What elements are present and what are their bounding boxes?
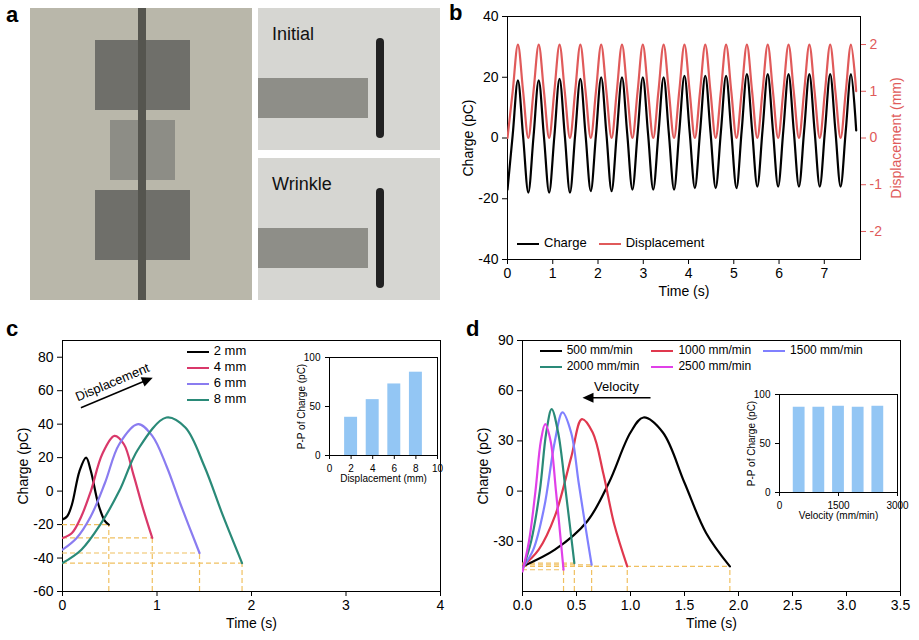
html-text:2 mm: 2 mm (213, 343, 247, 358)
svg-text:Velocity: Velocity (594, 379, 639, 394)
svg-text:0.0: 0.0 (513, 597, 533, 613)
svg-text:90: 90 (498, 332, 514, 348)
html-text:1000 mm/min: 1000 mm/min (678, 343, 752, 357)
html-text:1500 mm/min: 1500 mm/min (790, 343, 863, 357)
svg-text:P-P of Charge (pC): P-P of Charge (pC) (296, 364, 307, 449)
svg-text:0: 0 (491, 129, 499, 145)
svg-text:0: 0 (870, 129, 878, 145)
svg-text:Time (s): Time (s) (226, 615, 277, 631)
html-text:500 mm/min: 500 mm/min (566, 343, 633, 357)
svg-text:4: 4 (685, 265, 693, 281)
svg-text:Charge (pC): Charge (pC) (475, 427, 491, 504)
svg-text:Displacement (mm): Displacement (mm) (888, 77, 904, 198)
svg-text:7: 7 (820, 265, 828, 281)
svg-text:0.5: 0.5 (567, 597, 587, 613)
svg-text:0: 0 (46, 483, 54, 499)
svg-text:-1: -1 (870, 176, 883, 192)
html-text:a: a (6, 2, 19, 27)
svg-text:30: 30 (498, 432, 514, 448)
svg-text:2: 2 (348, 462, 354, 474)
svg-text:50: 50 (309, 401, 321, 412)
svg-text:80: 80 (38, 349, 54, 365)
svg-text:10: 10 (432, 463, 444, 474)
svg-text:0: 0 (506, 483, 514, 499)
html-text:6 mm: 6 mm (213, 375, 247, 390)
svg-text:-40: -40 (478, 251, 498, 267)
svg-text:40: 40 (483, 8, 499, 24)
svg-text:-20: -20 (33, 516, 53, 532)
svg-text:-30: -30 (493, 533, 513, 549)
svg-text:-40: -40 (33, 550, 53, 566)
svg-text:60: 60 (498, 382, 514, 398)
svg-text:Charge (pC): Charge (pC) (460, 99, 476, 176)
svg-text:Time (s): Time (s) (686, 615, 737, 631)
svg-text:0: 0 (777, 500, 783, 511)
html-text:Initial: Initial (272, 24, 314, 44)
svg-text:2.5: 2.5 (783, 597, 803, 613)
svg-text:40: 40 (38, 416, 54, 432)
svg-text:3: 3 (639, 265, 647, 281)
svg-text:6: 6 (775, 265, 783, 281)
svg-text:0: 0 (327, 463, 333, 474)
html-text:Wrinkle: Wrinkle (272, 174, 332, 194)
svg-text:-60: -60 (33, 583, 53, 599)
svg-text:0: 0 (765, 487, 771, 498)
svg-text:20: 20 (38, 449, 54, 465)
svg-text:0: 0 (315, 450, 321, 461)
svg-text:20: 20 (483, 69, 499, 85)
svg-text:-20: -20 (478, 190, 498, 206)
svg-text:3000: 3000 (886, 500, 909, 511)
svg-text:100: 100 (754, 389, 771, 400)
svg-text:1.5: 1.5 (675, 597, 695, 613)
svg-text:2: 2 (248, 597, 256, 613)
svg-text:Displacement: Displacement (73, 360, 152, 404)
svg-text:3.5: 3.5 (891, 597, 911, 613)
svg-text:1: 1 (549, 265, 557, 281)
html-text:d: d (466, 316, 480, 341)
svg-text:3: 3 (342, 597, 350, 613)
html-text:Charge: Charge (544, 235, 587, 250)
html-text:4 mm: 4 mm (213, 359, 247, 374)
html-text:8 mm: 8 mm (213, 391, 247, 406)
svg-text:0: 0 (59, 597, 67, 613)
svg-text:Displacement (mm): Displacement (mm) (340, 473, 427, 484)
svg-text:-2: -2 (870, 223, 883, 239)
svg-text:4: 4 (369, 462, 376, 474)
svg-text:Velocity (mm/min): Velocity (mm/min) (799, 510, 878, 521)
svg-text:Charge (pC): Charge (pC) (15, 427, 31, 504)
svg-text:50: 50 (759, 438, 771, 449)
html-text:2000 mm/min: 2000 mm/min (566, 359, 640, 373)
svg-text:1: 1 (153, 597, 161, 613)
svg-text:P-P of Charge (pC): P-P of Charge (pC) (746, 401, 757, 486)
html-text:Displacement: Displacement (625, 235, 705, 250)
svg-text:4: 4 (437, 597, 445, 613)
svg-text:2: 2 (870, 36, 878, 52)
svg-text:5: 5 (730, 265, 738, 281)
html-text:c: c (6, 316, 19, 341)
svg-text:100: 100 (304, 352, 321, 363)
svg-text:3.0: 3.0 (837, 597, 857, 613)
svg-text:8: 8 (413, 462, 419, 474)
html-text:2500 mm/min: 2500 mm/min (678, 359, 752, 373)
svg-text:1: 1 (870, 83, 878, 99)
svg-text:2.0: 2.0 (729, 597, 749, 613)
svg-text:1500: 1500 (827, 499, 850, 511)
svg-text:2: 2 (594, 265, 602, 281)
svg-text:6: 6 (391, 462, 398, 474)
svg-text:60: 60 (38, 382, 54, 398)
html-text:b: b (449, 0, 463, 25)
svg-text:0: 0 (504, 265, 512, 281)
svg-text:Time (s): Time (s) (659, 283, 710, 299)
svg-text:1.0: 1.0 (621, 597, 641, 613)
